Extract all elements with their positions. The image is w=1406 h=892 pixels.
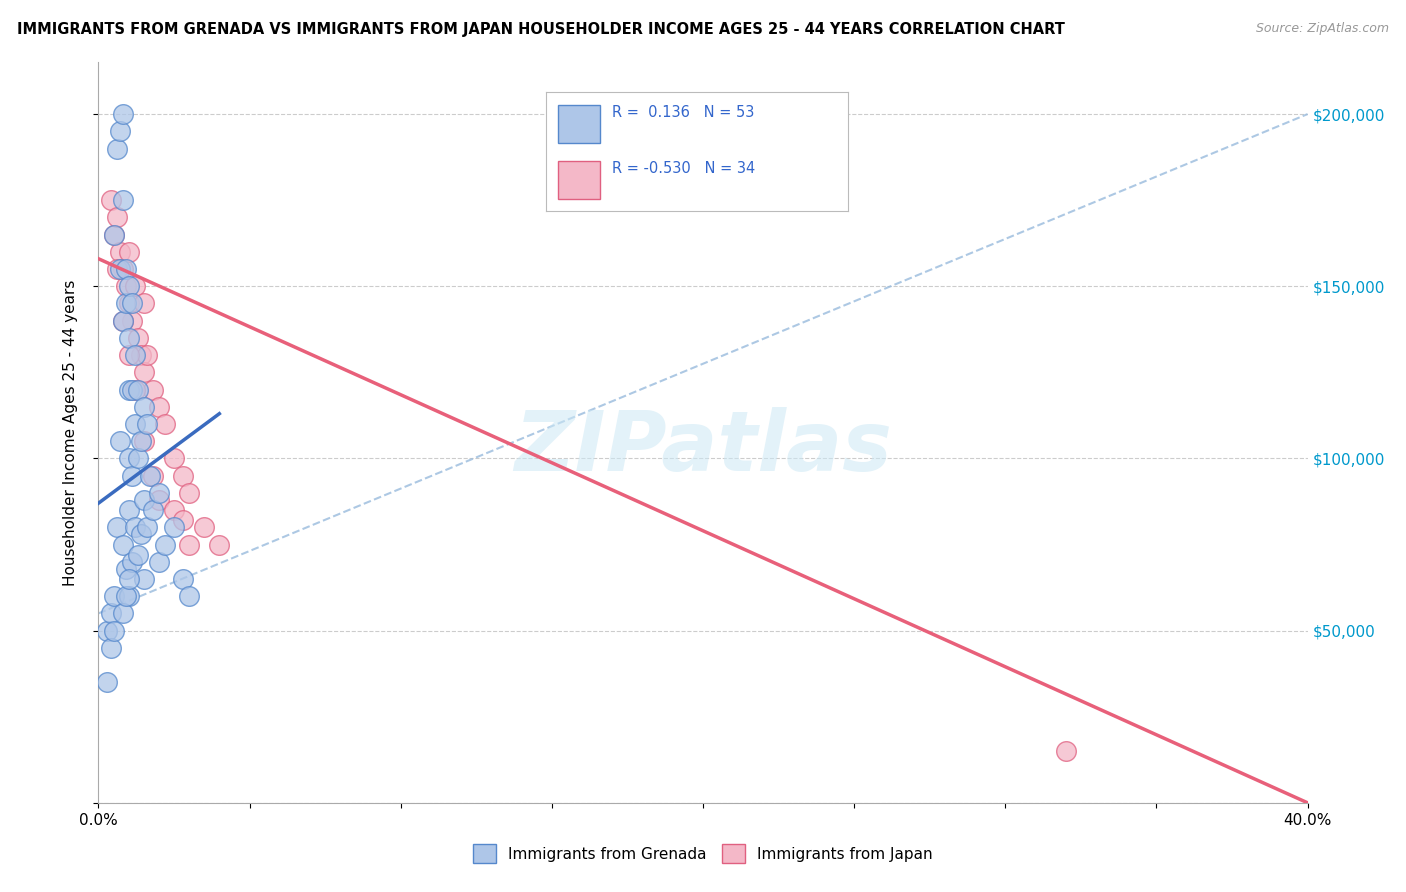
Point [148, 400, 170, 414]
Point [114, 262, 136, 277]
Point [124, 279, 146, 293]
Point [163, 503, 186, 517]
Point [111, 107, 134, 121]
Point [124, 383, 146, 397]
Point [127, 331, 149, 345]
Text: Source: ZipAtlas.com: Source: ZipAtlas.com [1256, 22, 1389, 36]
Point [148, 492, 170, 507]
Text: IMMIGRANTS FROM GRENADA VS IMMIGRANTS FROM JAPAN HOUSEHOLDER INCOME AGES 25 - 44: IMMIGRANTS FROM GRENADA VS IMMIGRANTS FR… [17, 22, 1064, 37]
Point [111, 314, 134, 328]
Point [118, 451, 141, 466]
Point [121, 383, 143, 397]
Point [132, 296, 155, 310]
Point [118, 503, 141, 517]
Point [118, 383, 141, 397]
Text: ZIPatlas: ZIPatlas [515, 407, 891, 488]
Point [121, 555, 143, 569]
Point [172, 468, 194, 483]
Point [124, 520, 146, 534]
Point [139, 468, 162, 483]
Point [108, 262, 131, 277]
Point [118, 331, 141, 345]
Point [142, 468, 165, 483]
Point [153, 537, 176, 551]
Point [163, 520, 186, 534]
Point [111, 193, 134, 207]
Point [142, 383, 165, 397]
Point [121, 468, 143, 483]
Point [114, 589, 136, 603]
Point [100, 607, 122, 621]
Point [124, 417, 146, 431]
Point [114, 279, 136, 293]
Point [105, 142, 128, 156]
Y-axis label: Householder Income Ages 25 - 44 years: Householder Income Ages 25 - 44 years [63, 279, 77, 586]
Point [114, 561, 136, 575]
Point [135, 520, 157, 534]
Point [118, 589, 141, 603]
Point [111, 262, 134, 277]
Point [129, 348, 152, 362]
Point [132, 400, 155, 414]
Point [105, 211, 128, 225]
Point [132, 434, 155, 449]
Point [100, 640, 122, 655]
Point [111, 607, 134, 621]
Point [103, 589, 125, 603]
Point [121, 314, 143, 328]
Point [135, 348, 157, 362]
Point [148, 555, 170, 569]
Point [105, 262, 128, 277]
Point [111, 537, 134, 551]
Point [96, 675, 118, 690]
Point [127, 548, 149, 562]
Point [103, 227, 125, 242]
Point [1054, 744, 1077, 758]
Point [108, 244, 131, 259]
Point [179, 537, 201, 551]
Point [118, 348, 141, 362]
Point [118, 244, 141, 259]
Point [132, 492, 155, 507]
Point [127, 451, 149, 466]
Point [124, 348, 146, 362]
Point [172, 572, 194, 586]
Point [142, 503, 165, 517]
Point [118, 296, 141, 310]
Point [129, 527, 152, 541]
Point [193, 520, 215, 534]
Legend: Immigrants from Grenada, Immigrants from Japan: Immigrants from Grenada, Immigrants from… [467, 838, 939, 869]
Point [179, 486, 201, 500]
Point [118, 572, 141, 586]
Point [100, 193, 122, 207]
Point [96, 624, 118, 638]
Point [129, 434, 152, 449]
Point [108, 124, 131, 138]
Point [148, 486, 170, 500]
Point [153, 417, 176, 431]
Point [135, 417, 157, 431]
Point [103, 624, 125, 638]
Point [163, 451, 186, 466]
Point [111, 314, 134, 328]
Point [114, 296, 136, 310]
Point [103, 227, 125, 242]
Point [208, 537, 231, 551]
Point [127, 383, 149, 397]
Point [105, 520, 128, 534]
Point [132, 572, 155, 586]
Point [108, 434, 131, 449]
Point [172, 513, 194, 527]
Point [179, 589, 201, 603]
Point [121, 296, 143, 310]
Point [118, 279, 141, 293]
Point [132, 365, 155, 379]
